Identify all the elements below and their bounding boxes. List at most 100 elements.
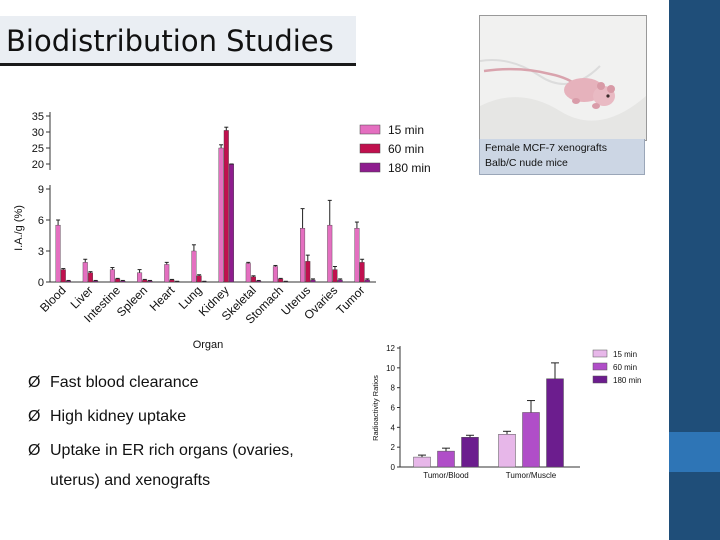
chart2-y-tick-label: 0 (391, 463, 396, 472)
chart2-bar (437, 450, 455, 468)
chart2-legend-label: 180 min (613, 376, 641, 385)
chart2-y-tick-label: 10 (386, 364, 395, 373)
chart1-bar (364, 279, 370, 283)
chart1-legend-label: 180 min (388, 161, 431, 175)
bullet-arrow-icon: Ø (28, 408, 41, 425)
chart2-bar (546, 378, 564, 468)
chart1-bar (87, 272, 93, 283)
bullet-item: Ø High kidney uptake (28, 408, 186, 426)
chart1-bar (65, 280, 71, 283)
mouse-photo (479, 15, 647, 141)
chart1-bar (137, 272, 143, 283)
photo-caption-line-1: Female MCF-7 xenografts (485, 142, 607, 154)
chart2-y-tick-label: 12 (386, 344, 395, 353)
chart1-tick-labels: 0 3 6 9 20 25 30 35 (32, 111, 44, 289)
chart2-bars (413, 362, 564, 468)
chart1-bar (305, 261, 311, 283)
chart1-y-tick-label: 9 (38, 184, 44, 196)
chart1-bar (223, 130, 229, 283)
chart1-bar (278, 278, 284, 283)
slide-title: Biodistribution Studies (0, 16, 356, 66)
chart1-axis-break (36, 170, 378, 185)
chart1-y-tick-label: 25 (32, 143, 44, 155)
chart1-bar (147, 280, 153, 283)
chart1-legend-swatch (359, 162, 381, 173)
chart1-bar (228, 163, 234, 283)
chart2-legend-label: 15 min (613, 350, 637, 359)
chart1-bar (327, 224, 333, 283)
biodistribution-bar-chart: 0 3 6 9 20 25 30 35 BloodLiverIntestineSpleenHe… (13, 111, 431, 351)
chart1-category-labels: BloodLiverIntestineSpleenHeartLungKidney… (37, 283, 367, 327)
right-band-accent (669, 432, 720, 472)
chart1-bar (109, 269, 115, 283)
bullet-arrow-icon: Ø (28, 442, 41, 459)
chart1-y-tick-label: 30 (32, 127, 44, 139)
chart2-bar (522, 412, 540, 468)
chart1-y-tick-label: 3 (38, 246, 44, 258)
chart2-bar (461, 437, 479, 468)
bullet-text: Uptake in ER rich organs (ovaries, (50, 442, 294, 459)
chart1-legend-swatch (359, 124, 381, 135)
mouse-illustration (480, 16, 646, 140)
chart1-y-axis-label: I.A./g (%) (13, 205, 25, 251)
chart1-bars (55, 126, 370, 283)
chart1-bar (359, 262, 365, 283)
chart1-category-label: Tumor (333, 283, 367, 317)
chart2-bar (498, 434, 516, 468)
chart2-legend-swatch (592, 349, 608, 358)
chart1-bar (245, 263, 251, 283)
chart1-bar (120, 280, 126, 283)
chart1-category-label: Spleen (114, 283, 150, 319)
bullet-continuation: uterus) and xenografts (50, 472, 211, 489)
chart1-bar (196, 275, 202, 283)
chart2-category-labels: Tumor/Blood Tumor/Muscle (423, 471, 556, 480)
chart1-bar (82, 262, 88, 283)
chart2-legend: 15 min 60 min 180 min (592, 349, 641, 385)
chart2-tick-labels: 0 2 4 6 8 10 12 (386, 344, 395, 472)
chart2-legend-swatch (592, 375, 608, 384)
bullet-text: High kidney uptake (50, 408, 187, 425)
radioactivity-ratio-chart: 0 2 4 6 8 10 12 Tumor/Blood Tumor/Muscle Radioa… (371, 344, 641, 480)
chart1-y-tick-label: 0 (38, 277, 44, 289)
chart1-bar (60, 269, 66, 283)
chart1-axes (36, 112, 378, 283)
chart1-y-tick-label: 20 (32, 159, 44, 171)
chart1-bar (337, 279, 343, 283)
chart1-bar (300, 228, 306, 283)
chart1-bar (332, 269, 338, 283)
chart2-y-tick-label: 6 (391, 404, 396, 413)
chart1-bar (310, 279, 316, 283)
bullet-arrow-icon: Ø (28, 374, 41, 391)
chart1-bar (93, 280, 99, 283)
chart1-bar (55, 224, 61, 283)
chart1-bar (354, 228, 360, 283)
chart1-bar (250, 276, 256, 283)
chart2-y-tick-label: 8 (391, 384, 396, 393)
chart1-bar (218, 147, 224, 283)
chart2-category-label: Tumor/Blood (423, 471, 469, 480)
chart2-legend-swatch (592, 362, 608, 371)
bullet-item: Ø Uptake in ER rich organs (ovaries, (28, 442, 294, 460)
chart1-bar (272, 266, 278, 283)
chart1-bar (256, 280, 262, 283)
chart1-category-label: Heart (147, 283, 178, 314)
chart2-category-label: Tumor/Muscle (506, 471, 557, 480)
chart1-legend: 15 min 60 min 180 min (359, 123, 431, 175)
chart1-bar (142, 279, 148, 283)
chart1-legend-swatch (359, 143, 381, 154)
chart1-y-tick-label: 6 (38, 215, 44, 227)
chart1-x-axis-label: Organ (193, 339, 224, 351)
chart1-bar (115, 278, 121, 283)
chart1-y-tick-label: 35 (32, 111, 44, 123)
chart1-bar (169, 279, 175, 283)
photo-caption: Female MCF-7 xenografts Balb/C nude mice (479, 139, 645, 175)
chart2-legend-label: 60 min (613, 363, 637, 372)
chart1-legend-label: 60 min (388, 142, 424, 156)
chart1-bar (164, 264, 170, 283)
chart2-y-tick-label: 4 (391, 423, 396, 432)
chart1-legend-label: 15 min (388, 123, 424, 137)
bullet-item: Ø Fast blood clearance (28, 374, 199, 392)
chart1-bar (191, 250, 197, 283)
chart2-y-axis-label: Radioactivity Ratios (371, 375, 380, 441)
chart2-y-tick-label: 2 (391, 443, 396, 452)
